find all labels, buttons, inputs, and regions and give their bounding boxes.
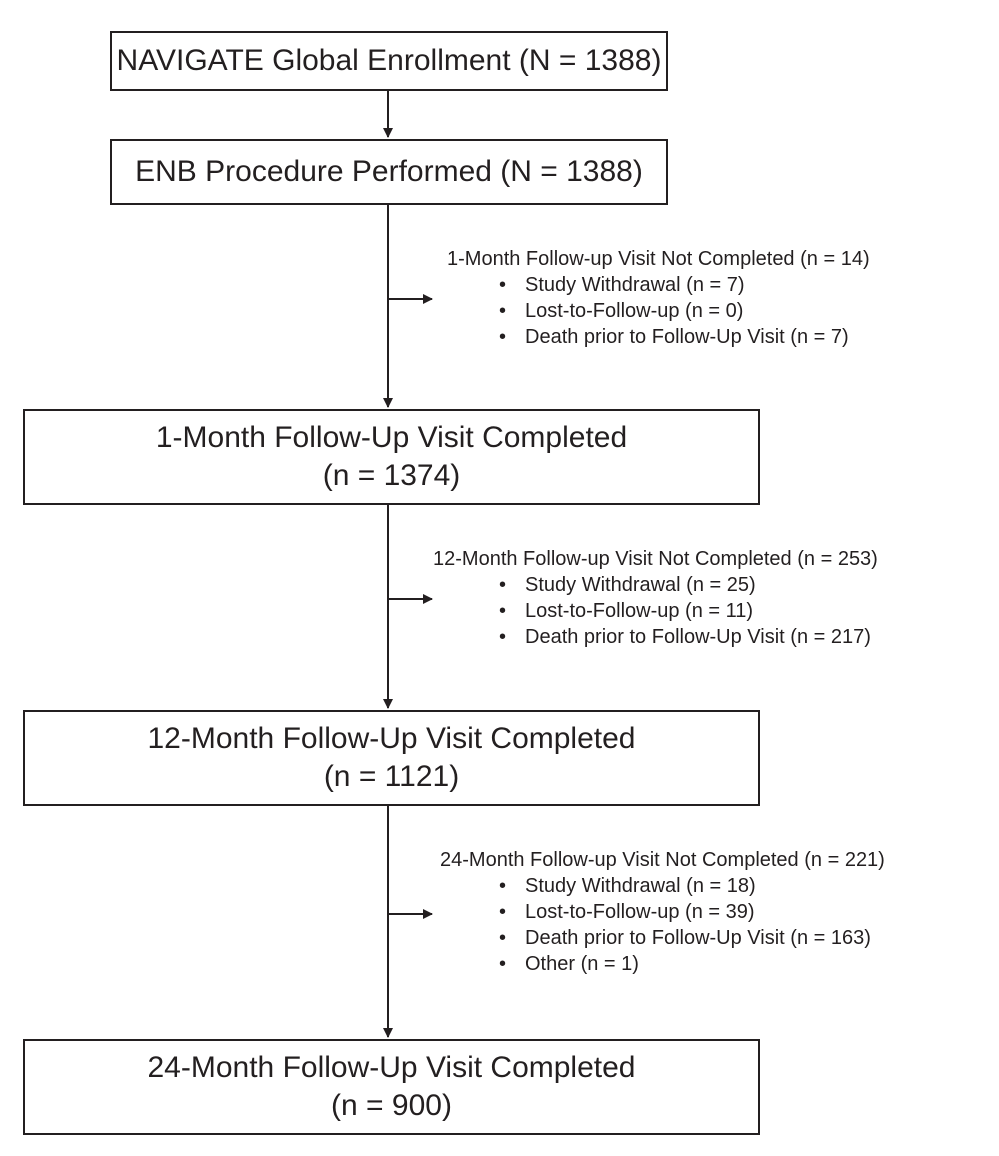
list-item: Lost-to-Follow-up (n = 11) [499,598,878,624]
exclusion-1-month-list: Study Withdrawal (n = 7) Lost-to-Follow-… [447,272,870,350]
exclusion-24-month: 24-Month Follow-up Visit Not Completed (… [440,847,885,977]
one-month-completed-box: 1-Month Follow-Up Visit Completed (n = 1… [23,409,760,505]
twelve-month-completed-count: (n = 1121) [323,760,460,793]
exclusion-12-month: 12-Month Follow-up Visit Not Completed (… [433,546,878,650]
exclusion-12-month-list: Study Withdrawal (n = 25) Lost-to-Follow… [433,572,878,650]
exclusion-1-month-title: 1-Month Follow-up Visit Not Completed (n… [447,248,870,270]
enrollment-box-label: NAVIGATE Global Enrollment (N = 1388) [116,44,662,77]
twenty-four-month-completed-count: (n = 900) [331,1089,452,1122]
exclusion-12-month-title: 12-Month Follow-up Visit Not Completed (… [433,548,878,570]
list-item: Study Withdrawal (n = 18) [499,873,885,899]
exclusion-24-month-list: Study Withdrawal (n = 18) Lost-to-Follow… [440,873,885,977]
list-item: Study Withdrawal (n = 25) [499,572,878,598]
list-item: Death prior to Follow-Up Visit (n = 7) [499,324,870,350]
one-month-completed-label: 1-Month Follow-Up Visit Completed [155,421,628,454]
list-item: Death prior to Follow-Up Visit (n = 163) [499,925,885,951]
enrollment-box: NAVIGATE Global Enrollment (N = 1388) [110,31,668,91]
list-item: Death prior to Follow-Up Visit (n = 217) [499,624,878,650]
one-month-completed-count: (n = 1374) [322,459,461,492]
procedure-box-label: ENB Procedure Performed (N = 1388) [135,155,643,188]
exclusion-1-month: 1-Month Follow-up Visit Not Completed (n… [447,246,870,350]
list-item: Other (n = 1) [499,951,885,977]
list-item: Study Withdrawal (n = 7) [499,272,870,298]
exclusion-24-month-title: 24-Month Follow-up Visit Not Completed (… [440,849,885,871]
twelve-month-completed-box: 12-Month Follow-Up Visit Completed (n = … [23,710,760,806]
list-item: Lost-to-Follow-up (n = 39) [499,899,885,925]
list-item: Lost-to-Follow-up (n = 0) [499,298,870,324]
twelve-month-completed-label: 12-Month Follow-Up Visit Completed [147,722,636,755]
procedure-box: ENB Procedure Performed (N = 1388) [110,139,668,205]
twenty-four-month-completed-box: 24-Month Follow-Up Visit Completed (n = … [23,1039,760,1135]
twenty-four-month-completed-label: 24-Month Follow-Up Visit Completed [147,1051,636,1084]
